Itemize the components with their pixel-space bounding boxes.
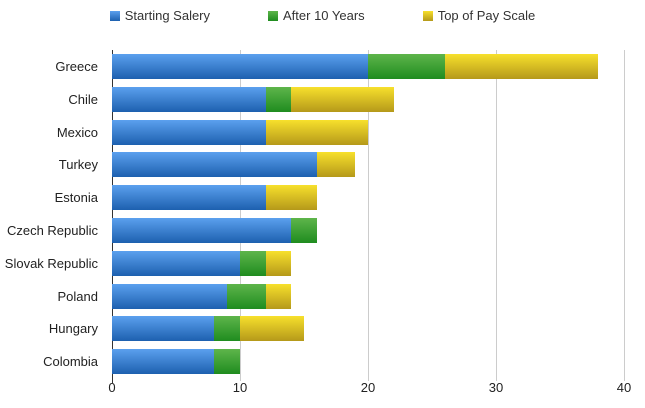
bar-segment-after-10-years[interactable] (368, 53, 445, 79)
legend-label: Top of Pay Scale (437, 8, 536, 23)
yellow-square-swatch (422, 10, 433, 21)
bar-segment-after-10-years[interactable] (214, 349, 240, 375)
value-axis-labels: 0 10 20 30 40 (0, 380, 645, 400)
category-label-czech-republic: Czech Republic (6, 222, 98, 238)
bar-segment-top-of-pay-scale[interactable] (239, 316, 304, 342)
bar-segment-top-of-pay-scale[interactable] (265, 250, 292, 276)
category-label-estonia: Estonia (54, 190, 98, 206)
bar-row-mexico (112, 119, 624, 145)
bar-segment-after-10-years[interactable] (265, 86, 292, 112)
bar-segment-top-of-pay-scale[interactable] (265, 185, 317, 211)
green-square-swatch (268, 10, 279, 21)
bar-segment-starting-salery[interactable] (112, 316, 215, 342)
legend-label: After 10 Years (283, 8, 365, 23)
x-tick-label-10: 10 (232, 380, 248, 395)
bar-row-turkey (112, 152, 624, 178)
bar-segment-starting-salery[interactable] (112, 250, 240, 276)
bar-segment-top-of-pay-scale[interactable] (444, 53, 599, 79)
bar-row-poland (112, 283, 624, 309)
x-tick-label-40: 40 (616, 380, 632, 395)
category-axis-labels: Greece Chile Mexico Turkey Estonia Czech Repu… (0, 50, 104, 378)
bar-segment-top-of-pay-scale[interactable] (265, 283, 292, 309)
bar-row-slovak-republic (112, 250, 624, 276)
bar-segment-after-10-years[interactable] (214, 316, 240, 342)
category-label-greece: Greece (55, 58, 98, 74)
x-tick-label-30: 30 (488, 380, 504, 395)
bar-segment-top-of-pay-scale[interactable] (265, 119, 368, 145)
bar-row-hungary (112, 316, 624, 342)
bar-row-colombia (112, 349, 624, 375)
category-label-hungary: Hungary (48, 321, 98, 337)
category-label-mexico: Mexico (56, 124, 98, 140)
bar-segment-starting-salery[interactable] (112, 119, 266, 145)
bar-segment-after-10-years[interactable] (240, 250, 266, 276)
bar-segment-starting-salery[interactable] (112, 86, 266, 112)
gridline-x-40 (624, 50, 625, 381)
legend-item-after-10-years[interactable]: After 10 Years (268, 8, 365, 23)
x-tick-label-0: 0 (108, 380, 116, 395)
category-label-chile: Chile (68, 91, 98, 107)
bar-segment-top-of-pay-scale[interactable] (291, 86, 394, 112)
category-label-turkey: Turkey (58, 157, 98, 173)
bar-segment-starting-salery[interactable] (112, 283, 228, 309)
category-label-slovak-republic: Slovak Republic (4, 255, 98, 271)
bar-segment-starting-salery[interactable] (112, 349, 215, 375)
bar-segment-top-of-pay-scale[interactable] (316, 152, 356, 178)
bar-segment-starting-salery[interactable] (112, 53, 368, 79)
legend-label: Starting Salery (124, 8, 211, 23)
x-tick-label-20: 20 (360, 380, 376, 395)
bar-segment-after-10-years[interactable] (291, 217, 317, 243)
bar-row-greece (112, 53, 624, 79)
bar-row-estonia (112, 185, 624, 211)
legend-item-top-of-pay-scale[interactable]: Top of Pay Scale (422, 8, 536, 23)
bar-row-czech-republic (112, 217, 624, 243)
y-axis-line (112, 50, 113, 383)
chart-legend: Starting Salery After 10 Years Top of Pay … (0, 8, 645, 23)
gridline-x-30 (496, 50, 497, 381)
blue-square-swatch (109, 10, 120, 21)
category-label-colombia: Colombia (43, 354, 98, 370)
bar-segment-starting-salery[interactable] (112, 152, 317, 178)
bar-segment-starting-salery[interactable] (112, 217, 292, 243)
legend-item-starting-salery[interactable]: Starting Salery (109, 8, 211, 23)
category-label-poland: Poland (57, 288, 98, 304)
gridline-x-20 (368, 50, 369, 381)
bar-segment-starting-salery[interactable] (112, 185, 266, 211)
bar-row-chile (112, 86, 624, 112)
plot-area (112, 50, 625, 383)
bar-segment-after-10-years[interactable] (227, 283, 266, 309)
gridline-x-10 (240, 50, 241, 381)
